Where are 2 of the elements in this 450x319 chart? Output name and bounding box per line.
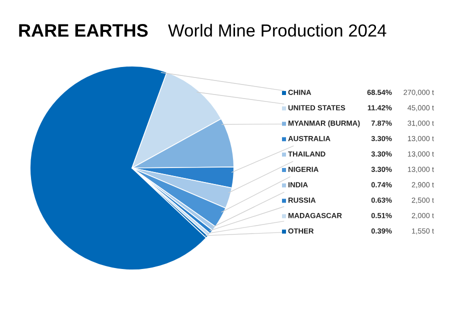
chart-title: RARE EARTHS [19,24,148,37]
chart-subtitle: World Mine Production 2024 [168,24,386,37]
